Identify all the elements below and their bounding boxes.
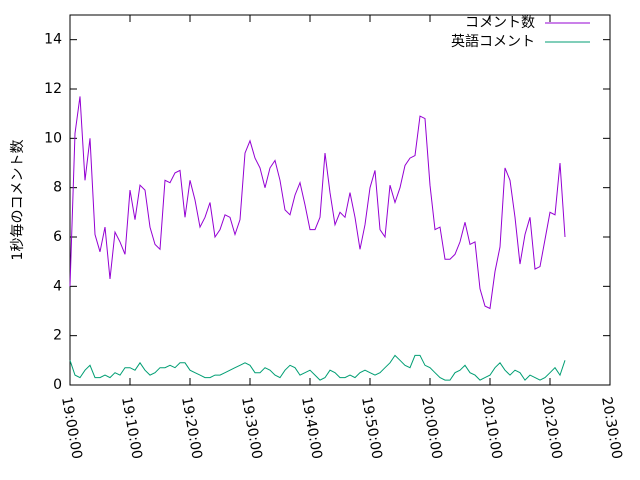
y-tick-label: 6	[53, 229, 62, 245]
x-tick-label: 19:40:00	[298, 396, 325, 461]
y-tick-label: 12	[44, 81, 62, 97]
legend-label: コメント数	[465, 15, 535, 31]
x-tick-label: 20:10:00	[478, 396, 505, 461]
y-tick-label: 10	[44, 130, 62, 146]
y-axis-label: 1秒毎のコメント数	[10, 140, 26, 261]
x-tick-label: 19:20:00	[178, 396, 205, 461]
series-line	[69, 96, 566, 310]
legend-label: 英語コメント	[451, 33, 535, 50]
x-tick-label: 20:30:00	[598, 396, 625, 461]
x-tick-label: 19:50:00	[358, 396, 385, 461]
y-tick-label: 8	[53, 180, 62, 196]
x-tick-label: 19:10:00	[118, 396, 145, 461]
y-tick-label: 14	[44, 32, 62, 48]
y-tick-label: 0	[53, 377, 62, 393]
y-tick-label: 2	[53, 328, 62, 344]
x-tick-label: 19:30:00	[238, 396, 265, 461]
series-line	[69, 354, 566, 381]
y-tick-label: 4	[53, 278, 62, 294]
x-tick-label: 19:00:00	[58, 396, 85, 461]
x-tick-label: 20:20:00	[538, 396, 565, 461]
x-tick-label: 20:00:00	[418, 396, 445, 461]
plot-border	[69, 14, 611, 386]
